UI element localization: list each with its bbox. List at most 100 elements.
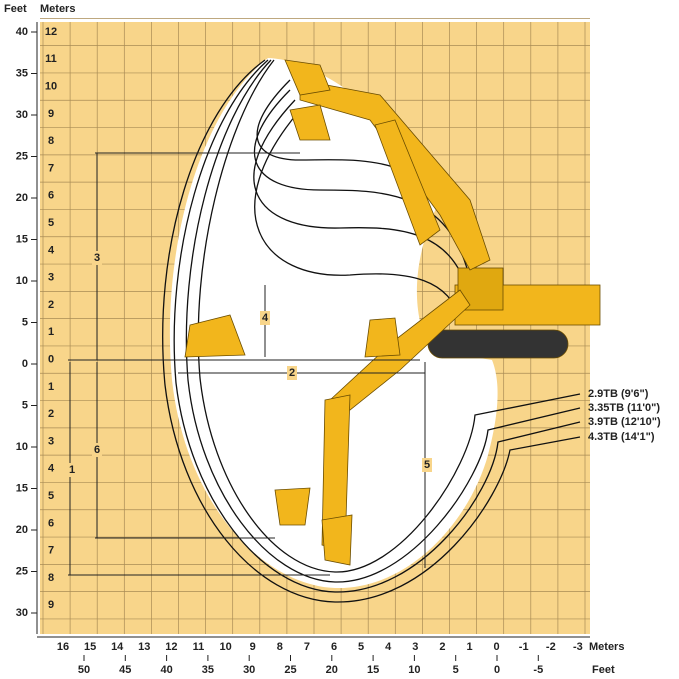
left-meters-label: 1 — [48, 326, 54, 338]
bucket-mid — [364, 317, 401, 358]
stick-up — [374, 119, 441, 246]
left-meters-label: 11 — [45, 53, 57, 65]
bottom-meters-label: 13 — [138, 641, 150, 653]
bottom-meters-label: 14 — [111, 641, 124, 653]
left-feet-label: 5 — [22, 316, 28, 328]
bucket-left — [184, 314, 246, 358]
dimension-label: 2 — [289, 367, 295, 379]
left-feet-label: 25 — [16, 150, 28, 162]
dimension-label-bg — [260, 311, 270, 325]
axis-unit: Meters — [589, 641, 624, 653]
bottom-meters-label: 15 — [84, 641, 96, 653]
stick-label: 4.3TB (14'1") — [588, 431, 655, 443]
left-meters-label: 2 — [48, 408, 54, 420]
bottom-feet-label: 20 — [326, 664, 338, 676]
bottom-feet-label: 5 — [453, 664, 459, 676]
left-feet-label: 40 — [16, 26, 28, 38]
left-meters-label: 1 — [48, 381, 54, 393]
curve-3-9tb — [173, 59, 581, 593]
dimension-label: 5 — [424, 459, 430, 471]
left-meters-label: 12 — [45, 26, 57, 38]
curve-b — [253, 89, 471, 281]
track — [427, 329, 569, 359]
bottom-meters-label: 2 — [439, 641, 445, 653]
left-meters-label: 5 — [48, 217, 54, 229]
curve-4-3tb — [162, 59, 581, 603]
bottom-feet-label: 35 — [202, 664, 214, 676]
bottom-meters-label: 3 — [412, 641, 418, 653]
bottom-feet-label: 15 — [367, 664, 379, 676]
left-feet-label: 25 — [16, 565, 28, 577]
left-feet-label: 10 — [16, 441, 28, 453]
dimension-label: 4 — [262, 312, 269, 324]
left-feet-label: 20 — [16, 524, 28, 536]
left-feet-label: 15 — [16, 233, 28, 245]
dimension-label-bg — [67, 463, 77, 477]
left-meters-label: 3 — [48, 272, 54, 284]
left-meters-label: 2 — [48, 299, 54, 311]
left-meters-label: 9 — [48, 108, 54, 120]
bottom-meters-label: -2 — [546, 641, 556, 653]
bottom-feet-label: -5 — [533, 664, 543, 676]
left-meters-label: 6 — [48, 517, 54, 529]
bucket-down — [321, 514, 353, 566]
left-feet-label: 30 — [16, 607, 28, 619]
axis-unit: Feet — [592, 664, 615, 676]
bottom-meters-label: 16 — [57, 641, 69, 653]
bottom-feet-label: 50 — [78, 664, 90, 676]
bottom-meters-label: -3 — [573, 641, 583, 653]
dimension-label: 3 — [94, 252, 100, 264]
bottom-meters-label: 12 — [165, 641, 177, 653]
bottom-meters-label: 7 — [304, 641, 310, 653]
left-meters-label: 8 — [48, 572, 54, 584]
bottom-meters-label: 9 — [250, 641, 256, 653]
dimension-label-bg — [92, 251, 102, 265]
bottom-feet-label: 40 — [160, 664, 172, 676]
bucket-up — [289, 104, 331, 141]
left-meters-label: 4 — [48, 463, 55, 475]
bottom-meters-label: 0 — [494, 641, 500, 653]
bucket-top — [284, 59, 331, 96]
dimension-label-bg — [287, 366, 297, 380]
bottom-feet-label: 25 — [284, 664, 296, 676]
bottom-feet-label: 30 — [243, 664, 255, 676]
left-meters-label: 10 — [45, 81, 57, 93]
curve-2-9tb — [197, 59, 581, 573]
left-meters-label: 7 — [48, 162, 54, 174]
boom-up — [299, 79, 491, 271]
stick-label: 3.35TB (11'0") — [588, 402, 660, 414]
left-meters-label: 9 — [48, 599, 54, 611]
left-meters-label: 3 — [48, 435, 54, 447]
left-meters-label: 0 — [48, 354, 54, 366]
left-feet-label: 10 — [16, 275, 28, 287]
bucket-left-low — [274, 487, 311, 526]
bottom-feet-label: 45 — [119, 664, 131, 676]
bottom-meters-label: 11 — [193, 641, 205, 653]
left-meters-label: 8 — [48, 135, 54, 147]
bottom-meters-label: 6 — [331, 641, 337, 653]
dimension-label-bg — [92, 443, 102, 457]
stick-label: 3.9TB (12'10") — [588, 416, 661, 428]
bottom-meters-label: 1 — [466, 641, 472, 653]
left-meters-label: 5 — [48, 490, 54, 502]
dimension-label-bg — [422, 458, 432, 472]
labels: Feet Meters403530252015105051015202530121… — [4, 3, 661, 676]
bottom-meters-label: 10 — [219, 641, 231, 653]
curve-c — [253, 99, 471, 301]
axis-unit: Meters — [40, 3, 75, 15]
curve-d — [254, 109, 461, 321]
left-feet-label: 20 — [16, 192, 28, 204]
left-meters-label: 6 — [48, 190, 54, 202]
bottom-meters-label: 8 — [277, 641, 283, 653]
bottom-meters-label: 4 — [385, 641, 392, 653]
bottom-feet-label: 10 — [408, 664, 420, 676]
left-feet-label: 15 — [16, 482, 28, 494]
bottom-feet-label: 0 — [494, 664, 500, 676]
left-meters-label: 4 — [48, 244, 55, 256]
axis-unit: Feet — [4, 3, 27, 15]
left-feet-label: 30 — [16, 109, 28, 121]
curve-3-35tb — [185, 59, 581, 583]
left-feet-label: 0 — [22, 358, 28, 370]
left-feet-label: 5 — [22, 399, 28, 411]
